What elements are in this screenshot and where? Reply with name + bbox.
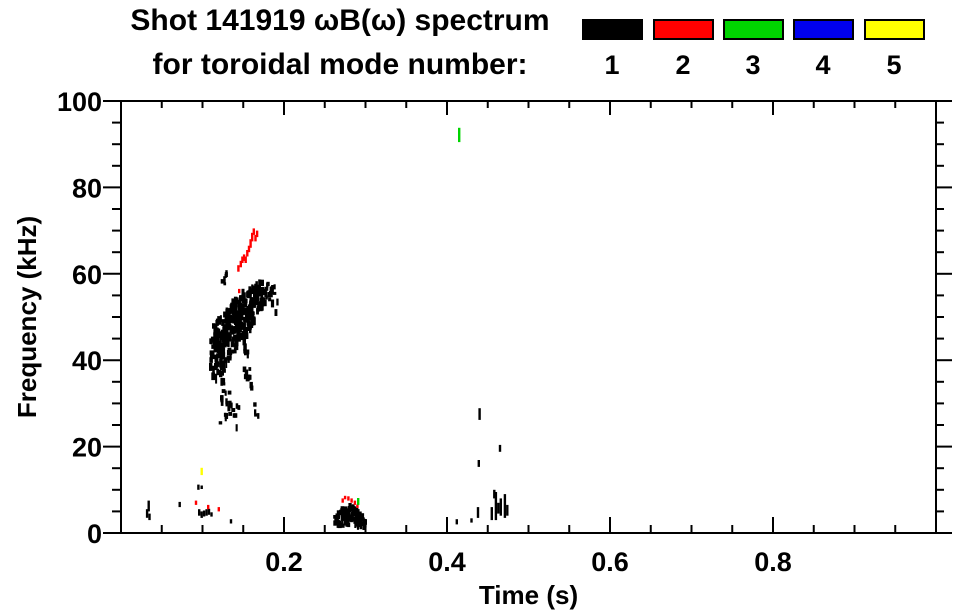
legend-swatch-mode-2 (653, 19, 714, 40)
legend-swatch-mode-1 (582, 19, 643, 40)
x-axis-label: Time (s) (479, 580, 578, 610)
legend-label-mode-5: 5 (886, 50, 902, 80)
y-tick-label: 60 (72, 260, 102, 290)
x-tick-label: 0.2 (265, 547, 303, 577)
series-mode-2 (194, 228, 359, 512)
legend-label-mode-1: 1 (604, 50, 620, 80)
y-tick-label: 20 (72, 433, 102, 463)
x-tick-label: 0.8 (754, 547, 792, 577)
axis-ticks (103, 100, 952, 534)
y-tick-label: 0 (87, 519, 102, 549)
legend-swatch-mode-5 (864, 19, 925, 40)
y-tick-label: 80 (72, 173, 102, 203)
y-tick-label: 100 (57, 87, 102, 117)
x-tick-label: 0.6 (591, 547, 629, 577)
x-tick-label: 0.4 (428, 547, 466, 577)
legend-label-mode-4: 4 (815, 50, 831, 80)
series-mode-1 (145, 270, 509, 530)
legend-label-mode-3: 3 (745, 50, 761, 80)
axis-tick-labels: 0 20 40 60 80 100 0.2 0.4 0.6 0.8 Time (s) Frequenc… (12, 87, 792, 610)
series-mode-3 (357, 127, 461, 505)
y-tick-label: 40 (72, 346, 102, 376)
legend-swatch-mode-4 (793, 19, 854, 40)
legend-label-mode-2: 2 (675, 50, 691, 80)
legend-swatch-mode-3 (723, 19, 784, 40)
chart-title-line2: for toroidal mode number: (152, 48, 528, 81)
chart-title-line1: Shot 141919 ωB(ω) spectrum (130, 4, 550, 37)
y-axis-label: Frequency (kHz) (12, 216, 42, 418)
series-mode-5 (200, 467, 203, 476)
mode-legend: Shot 141919 ωB(ω) spectrum for toroidal … (0, 0, 963, 90)
